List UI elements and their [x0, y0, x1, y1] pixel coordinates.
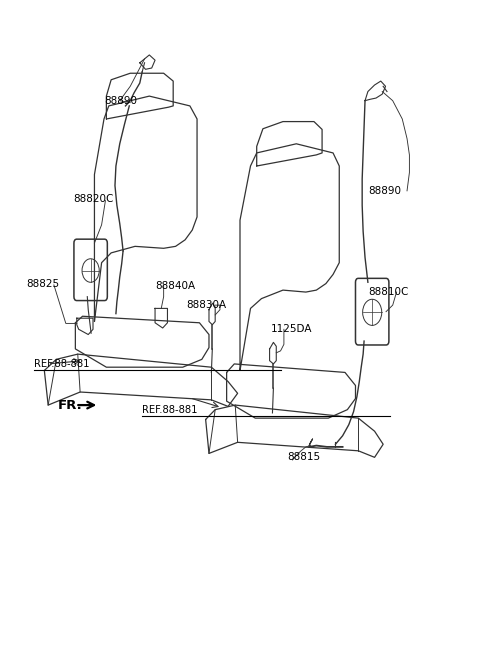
Text: FR.: FR. — [58, 399, 83, 411]
Text: REF.88-881: REF.88-881 — [34, 359, 89, 369]
Text: 88830A: 88830A — [187, 300, 227, 310]
Text: 1125DA: 1125DA — [271, 324, 312, 335]
Text: 88890: 88890 — [104, 96, 137, 106]
Text: 88815: 88815 — [287, 453, 320, 462]
Text: REF.88-881: REF.88-881 — [142, 405, 198, 415]
Text: 88890: 88890 — [368, 186, 401, 196]
Text: 88825: 88825 — [26, 279, 60, 289]
Text: 88840A: 88840A — [155, 281, 195, 291]
Text: 88820C: 88820C — [73, 194, 113, 203]
Text: 88810C: 88810C — [368, 287, 408, 297]
